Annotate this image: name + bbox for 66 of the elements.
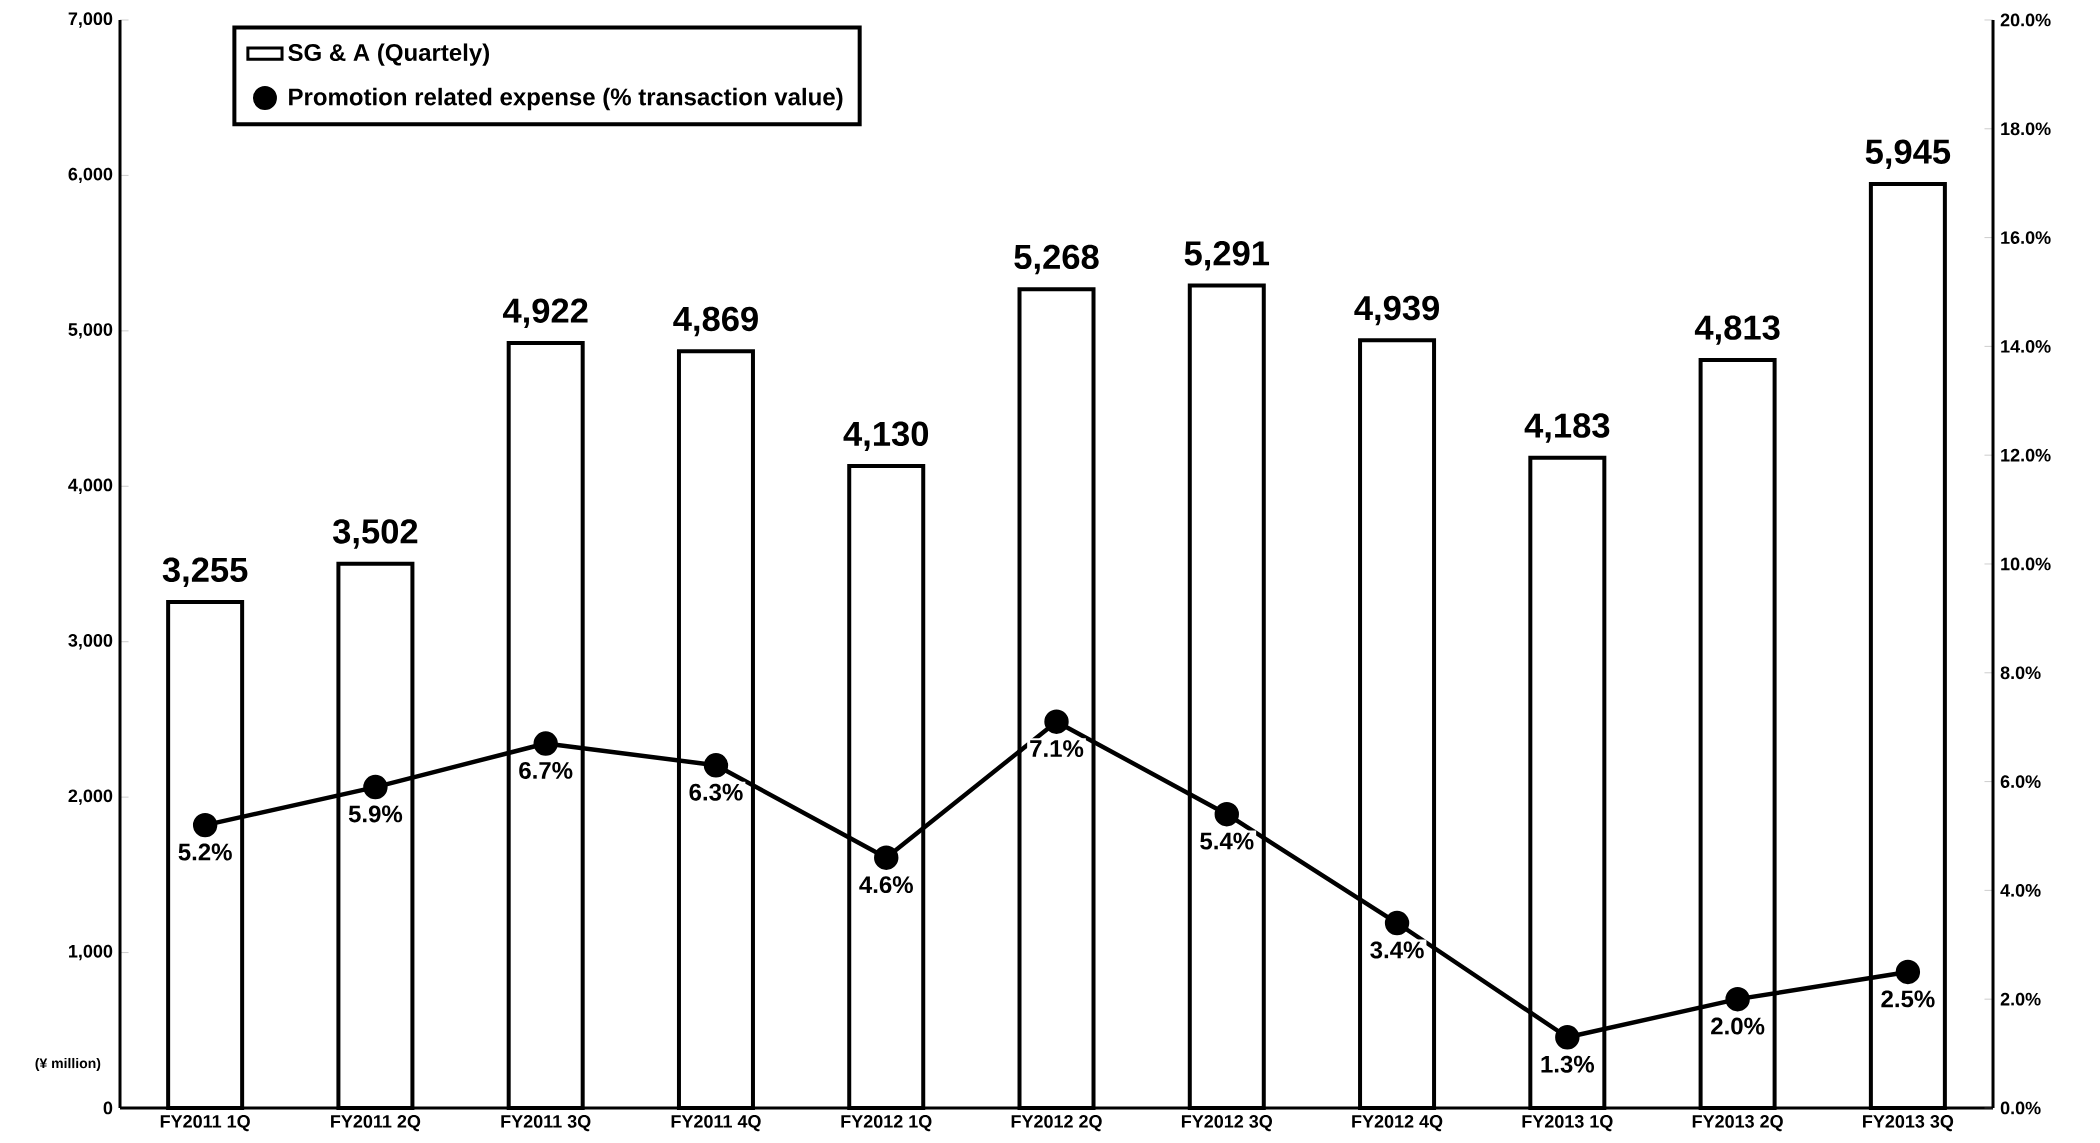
data-label: 4,939	[1354, 295, 1440, 326]
data-label: 5.2%	[178, 843, 232, 861]
data-label: 4,130	[843, 421, 929, 452]
data-label: 7.1%	[1030, 740, 1084, 758]
y2-tick-label: 6.0%	[2000, 775, 2041, 788]
data-label: 4.6%	[859, 876, 913, 894]
x-tick-label: FY2011 3Q	[501, 1115, 591, 1132]
y-tick-label: 4,000	[68, 478, 113, 494]
y2-tick-label: 4.0%	[2000, 884, 2041, 897]
y2-tick-label: 10.0%	[2001, 557, 2051, 571]
y-tick-label: 6,000	[68, 167, 113, 184]
legend-label: SG & A (Quartely)	[288, 43, 490, 66]
x-tick-label: FY2013 2Q	[1692, 1115, 1783, 1132]
data-label: 4,813	[1694, 315, 1780, 345]
data-label: 5.4%	[1200, 832, 1254, 850]
x-tick-label: FY2013 1Q	[1522, 1115, 1613, 1132]
y2-tick-label: 16.0%	[2001, 231, 2051, 244]
data-label: 5,291	[1184, 241, 1270, 271]
data-label: 4,869	[673, 306, 758, 337]
data-label: 3,502	[332, 519, 418, 549]
y-tick-label: 1,000	[69, 944, 113, 961]
point	[1044, 709, 1069, 734]
y2-tick-label: 0.0%	[2000, 1101, 2041, 1115]
x-tick-label: FY2012 2Q	[1011, 1115, 1102, 1132]
y2-tick-label: 2.0%	[2000, 992, 2041, 1006]
y-tick-label: 7,000	[68, 12, 113, 28]
y2-tick-label: 8.0%	[2000, 666, 2041, 680]
y-tick-label: 2,000	[68, 789, 113, 805]
x-tick-label: FY2013 3Q	[1863, 1115, 1954, 1132]
data-label: 2.0%	[1711, 1017, 1765, 1035]
y2-tick-label: 12.0%	[2001, 448, 2051, 462]
data-label: 4,183	[1524, 413, 1610, 443]
data-label: 5.9%	[348, 805, 403, 823]
x-tick-label: FY2011 4Q	[671, 1115, 761, 1132]
data-label: 4,922	[502, 298, 588, 328]
data-label: 3,255	[162, 557, 248, 588]
x-tick-label: FY2011 2Q	[331, 1115, 421, 1132]
x-tick-label: FY2012 1Q	[841, 1115, 932, 1132]
point	[1725, 986, 1750, 1012]
y2-tick-label: 20.0%	[2000, 13, 2051, 27]
data-label: 5,268	[1014, 244, 1099, 275]
x-tick-label: FY2012 4Q	[1352, 1115, 1443, 1132]
point	[1214, 802, 1239, 827]
point	[1555, 1025, 1580, 1050]
data-label: 1.3%	[1541, 1055, 1595, 1073]
y-tick-label: 3,000	[68, 634, 113, 650]
x-tick-label: FY2012 3Q	[1181, 1115, 1273, 1132]
text: (¥ million)	[35, 1057, 101, 1072]
data-label: 3.4%	[1370, 941, 1424, 959]
point	[533, 731, 558, 756]
y2-tick-label: 18.0%	[2001, 122, 2051, 136]
data-label: 6.3%	[689, 783, 743, 801]
data-label: 6.7%	[519, 761, 573, 779]
point	[1384, 910, 1410, 936]
x-tick-label: FY2011 1Q	[160, 1115, 250, 1132]
point	[874, 845, 899, 870]
legend-label: Promotion related expense (% transaction value)	[289, 87, 843, 111]
y-tick-label: 5,000	[68, 323, 113, 339]
data-label: 5,945	[1865, 139, 1951, 169]
point	[703, 753, 729, 778]
y-tick-label: 0	[103, 1101, 113, 1115]
point	[363, 774, 388, 800]
point	[1895, 959, 1921, 985]
data-label: 2.5%	[1881, 990, 1935, 1008]
y2-tick-label: 14.0%	[2001, 340, 2051, 353]
point	[192, 812, 218, 838]
